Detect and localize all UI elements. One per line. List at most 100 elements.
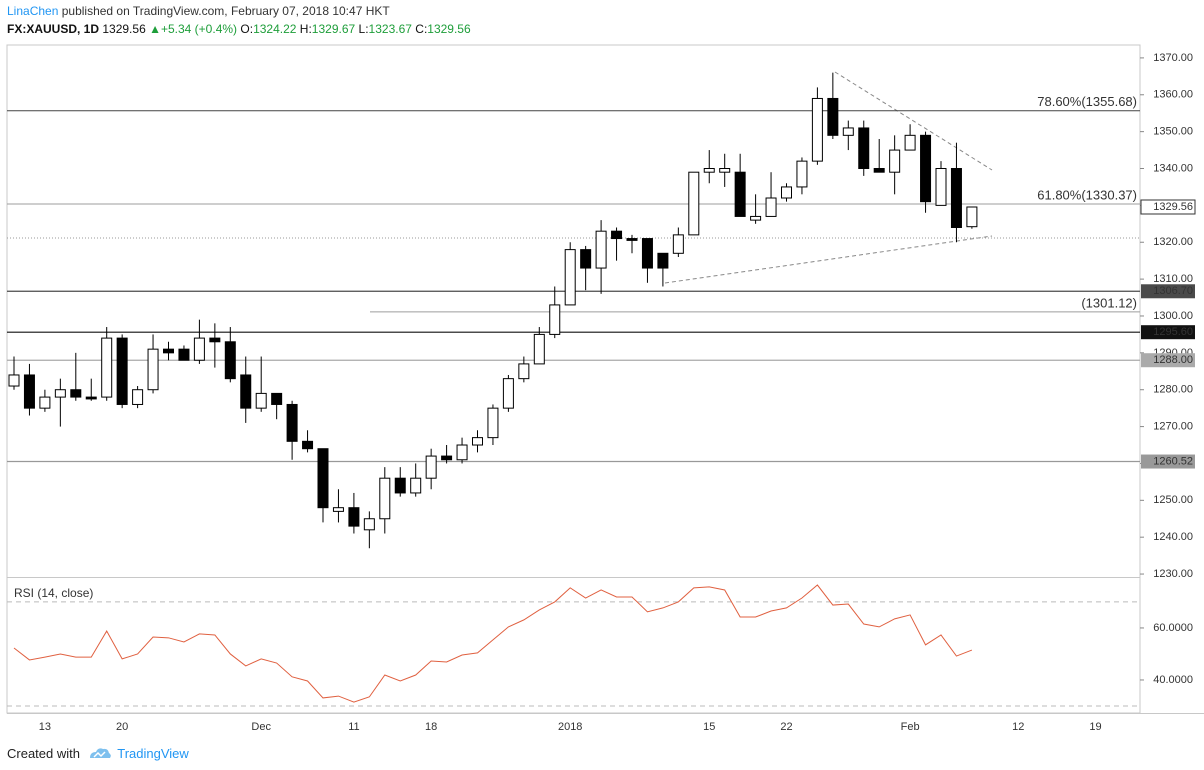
candle-body [487,407,499,439]
created-with: Created with [7,746,80,761]
candle-body [348,507,360,527]
quote-value: 1323.67 [368,22,412,36]
candle-body [580,249,592,269]
y-tick-label: 1370.00 [1153,52,1193,64]
candle-body [518,363,530,380]
quote-line: FX:XAUUSD, 1D 1329.56 ▲+5.34 (+0.4%) O:1… [7,22,471,36]
rsi-line [13,584,973,703]
price-box [1141,284,1195,299]
candle-body [332,507,344,512]
y-tick-label: 1270.00 [1153,420,1193,432]
candle-body [564,249,576,306]
candle-body [394,477,406,494]
price-box-label: 1295.60 [1153,326,1193,338]
candle-body [811,97,823,162]
y-tick-label: 1360.00 [1153,89,1193,101]
candle-body [611,230,623,240]
quote-key: H: [299,22,312,36]
candle-body [132,389,144,405]
quote-key: L: [358,22,369,36]
candle-body [271,392,283,405]
marks: 1230.001240.001250.001260.001270.001280.… [7,52,1196,733]
quote-value: 1329.56 [427,22,471,36]
candle-body [657,252,669,269]
candle-body [209,337,221,343]
price-box [1141,454,1195,469]
candle-body [734,171,746,217]
candle-body [858,127,870,170]
x-tick-label: 2018 [558,721,582,733]
y-tick-label: 1250.00 [1153,494,1193,506]
candle-body [163,348,174,354]
candle-body [595,230,607,269]
candle-body [827,97,839,136]
candle-body [363,518,375,531]
trend-line [834,71,993,171]
price-box-label: 1306.70 [1153,285,1193,297]
candle-body [765,197,777,217]
candle-body [193,337,205,361]
y-tick-label: 1240.00 [1153,531,1193,543]
candle-body [950,168,962,228]
footer: Created with TradingView [7,744,189,761]
ohlc: O:1324.22 H:1329.67 L:1323.67 C:1329.56 [240,22,470,36]
indicator-title: RSI (14, close) [14,586,93,600]
candle-body [116,337,128,405]
x-tick-label: Dec [251,721,271,733]
candle-body [23,374,35,409]
header-line: LinaChen published on TradingView.com, F… [7,4,390,18]
price-box-label: 1288.00 [1153,354,1193,366]
last-price-label: 1329.56 [1153,201,1193,213]
candle-body [672,234,684,254]
candle-body [302,440,314,450]
candle-body [688,171,700,236]
candle-body [781,186,792,199]
candle-body [240,374,252,409]
y-tick-label: 1280.00 [1153,384,1193,396]
candle-body [70,389,82,398]
x-tick-label: 15 [703,721,715,733]
candle-body [425,455,437,479]
candle-body [101,337,113,398]
candle-body [549,304,561,335]
candle-body [54,389,66,398]
candle-body [441,455,453,461]
quote-key: O: [240,22,254,36]
x-tick-label: Feb [901,721,920,733]
price-box [1141,325,1195,340]
change-arrow: ▲ [149,22,161,36]
candle-body [904,134,916,151]
frame [6,44,1141,714]
y-tick-label: 1310.00 [1153,273,1193,285]
candle-body [626,238,638,241]
published: published on TradingView.com, February 0… [61,4,390,18]
change: +5.34 (+0.4%) [160,22,238,36]
candle-body [255,392,267,409]
candle-body [379,477,391,520]
brand[interactable]: TradingView [117,746,189,761]
candle-body [533,333,545,365]
candle-body [796,160,808,188]
candle-body [410,477,422,494]
candle-body [85,396,97,400]
symbol: FX:XAUUSD, 1D [7,22,100,36]
candle-body [966,206,978,228]
y-tick-label: 40.0000 [1153,674,1193,686]
y-tick-label: 1300.00 [1153,310,1193,322]
fib-label: (1301.12) [1081,295,1137,310]
y-tick-label: 1350.00 [1153,126,1193,138]
candle-body [39,396,51,409]
x-tick-label: 19 [1089,721,1101,733]
y-tick-label: 1230.00 [1153,568,1193,580]
quote-key: C: [415,22,428,36]
x-tick-label: 22 [780,721,792,733]
trend-line [664,235,993,284]
author[interactable]: LinaChen [7,4,59,18]
x-tick-label: 12 [1012,721,1024,733]
candle-body [502,378,514,409]
fib-label: 78.60%(1355.68) [1037,94,1137,109]
candle-body [286,403,298,442]
last-price-box [1140,199,1196,215]
